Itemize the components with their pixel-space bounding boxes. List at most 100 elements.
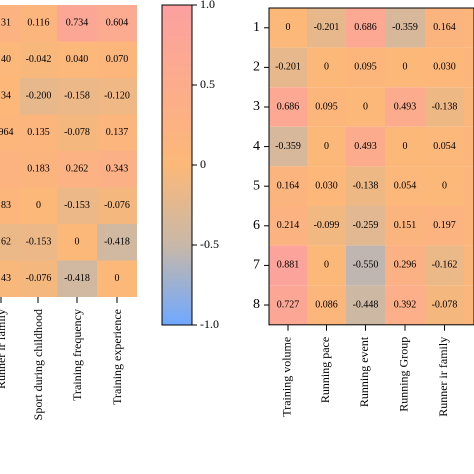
left-heatmap-cell-r3-c1 [0,78,20,115]
right-heatmap-cell-r8-c1 [269,285,307,325]
left-heatmap-cell-value: 40 [1,54,11,65]
colorbar-tick-label: 1.0 [200,0,215,11]
right-heatmap-cell-r1-c1 [269,8,307,48]
right-heatmap-cell-value: 0.054 [394,180,417,191]
right-x-tick-label: Running event [357,336,371,407]
left-heatmap-cell-r7-c2 [20,224,57,261]
left-x-tick-label: Runner ir family [0,309,8,389]
right-heatmap-cell-r8-c5 [425,285,464,325]
right-heatmap-frame [268,7,474,326]
colorbar-tick-label: -1.0 [200,317,219,331]
left-heatmap-cell-value: -0.200 [26,91,52,102]
right-heatmap-cell-value: -0.162 [432,260,458,271]
right-heatmap-cropped-cell [464,126,474,167]
left-heatmap-cell-r4-c2 [20,114,57,151]
left-heatmap-cell-value: 34 [1,91,11,102]
right-heatmap-cell-value: -0.201 [314,22,340,33]
right-heatmap-cell-r7-c2 [307,245,346,286]
left-heatmap-cell-value: 62 [1,237,11,248]
right-heatmap-cell-r6-c2 [307,206,346,246]
right-heatmap-cell-r8-c3 [346,285,385,325]
left-heatmap-cell-r3-c2 [20,78,57,115]
right-heatmap-cropped-cell [464,206,474,246]
left-heatmap-cell-r2-c2 [20,41,57,78]
right-heatmap-cell-r6-c3 [346,206,385,246]
right-heatmap-cell-r3-c1 [269,87,307,127]
left-heatmap-cell-value: 0 [75,237,80,248]
right-heatmap-cell-value: 0 [442,180,447,191]
right-y-tick-label: 7 [253,258,260,273]
right-heatmap-cell-value: 0 [324,260,329,271]
left-heatmap-cell-value: 31 [1,18,11,29]
right-heatmap-cell-value: 0.686 [354,22,377,33]
left-heatmap-cell-r4-c3 [57,114,97,151]
right-heatmap-cell-value: 0.095 [354,62,377,73]
left-heatmap-cell-value: 0.135 [27,127,50,138]
left-heatmap-cell-r5-c2 [20,151,57,188]
right-heatmap-cropped-cell [464,245,474,286]
left-heatmap-cell-value: 83 [1,200,11,211]
right-y-tick-label: 8 [253,297,260,312]
right-heatmap-cell-r2-c4 [385,47,425,88]
left-heatmap-cell-r8-c3 [57,260,97,297]
right-y-tick-label: 2 [253,60,260,75]
left-heatmap-cell-value: 0.734 [66,18,89,29]
right-heatmap-cell-r5-c2 [307,166,346,206]
left-heatmap-cell-value: 43 [1,273,11,284]
right-heatmap-cell-value: 0.493 [354,141,377,152]
right-heatmap-cell-r7-c3 [346,245,385,286]
right-heatmap-cell-value: 0 [324,141,329,152]
right-heatmap-cell-value: -0.201 [275,62,301,73]
right-heatmap-cropped-cell [464,47,474,88]
left-heatmap-cell-value: -0.042 [26,54,52,65]
right-heatmap-cell-value: -0.448 [353,299,379,310]
left-heatmap-cell-r1-c2 [20,5,57,42]
right-heatmap-cell-value: 0.392 [394,299,417,310]
right-x-tick-label: Running pace [318,337,332,403]
right-heatmap-cell-value: -0.138 [353,180,379,191]
left-heatmap-cell-r7-c3 [57,224,97,261]
left-heatmap-cell-value: -0.120 [104,91,130,102]
right-heatmap-cell-r5-c3 [346,166,385,206]
left-heatmap-cell-value: 0.183 [27,164,50,175]
right-heatmap-cell-value: 0 [403,141,408,152]
right-y-tick-label: 3 [253,99,260,114]
right-heatmap-cell-value: -0.259 [353,220,379,231]
right-heatmap-cell-value: -0.550 [353,260,379,271]
right-heatmap-cell-r4-c4 [385,126,425,167]
right-heatmap-cell-r8-c2 [307,285,346,325]
left-heatmap-cell-value: -0.153 [26,237,52,248]
right-heatmap-cell-r3-c4 [385,87,425,127]
right-x-tick-label: Runner ir family [436,337,450,417]
left-heatmap-cell-value: 0.604 [106,18,129,29]
right-heatmap-cell-value: 0.151 [394,220,417,231]
right-heatmap-cell-value: 0.197 [433,220,456,231]
left-heatmap-cell-r6-c1 [0,187,20,224]
right-heatmap-cell-r2-c1 [269,47,307,88]
right-heatmap-cell-value: 0.030 [315,180,338,191]
left-heatmap-cell-r6-c4 [97,187,137,224]
right-heatmap-cell-r5-c1 [269,166,307,206]
right-heatmap-cell-value: 0 [286,22,291,33]
right-x-tick-label: Running Group [397,337,411,412]
right-heatmap-cell-value: 0 [324,62,329,73]
right-heatmap-cell-r4-c5 [425,126,464,167]
left-heatmap-cell-value: -0.158 [64,91,90,102]
left-heatmap-cell-r5-c1 [0,151,20,188]
left-heatmap-cell-value: 0 [115,273,120,284]
right-heatmap-cell-r6-c4 [385,206,425,246]
right-heatmap-cell-r4-c1 [269,126,307,167]
right-heatmap-cell-r7-c4 [385,245,425,286]
right-heatmap-cropped-cell [464,285,474,325]
right-heatmap-cropped-cell [464,166,474,206]
left-heatmap-cell-value: -0.078 [64,127,90,138]
right-heatmap-cell-r6-c5 [425,206,464,246]
left-heatmap-cell-r3-c4 [97,78,137,115]
left-heatmap-cell-value: -0.418 [104,237,130,248]
right-heatmap-cell-value: 0.296 [394,260,417,271]
left-heatmap-cell-value: 0.070 [106,54,129,65]
right-heatmap-cell-value: 0.164 [277,180,300,191]
right-heatmap-cell-value: 0.881 [277,260,300,271]
right-heatmap-cell-value: 0.214 [277,220,300,231]
colorbar-tick-label: 0 [200,157,206,171]
